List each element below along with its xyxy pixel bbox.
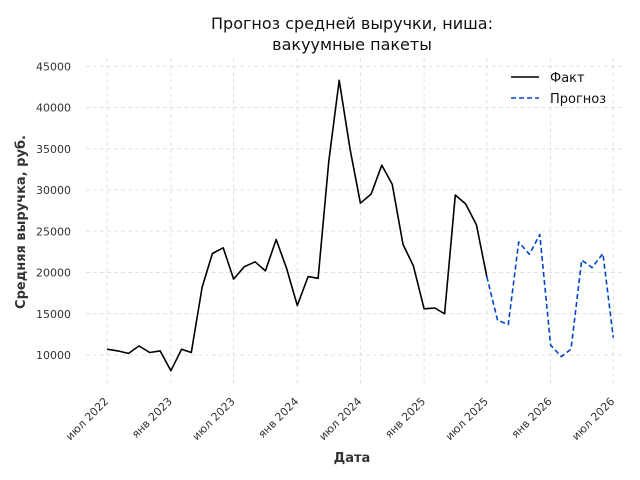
- y-tick-label: 10000: [36, 349, 71, 362]
- x-tick-label: июл 2024: [316, 395, 364, 443]
- x-tick-label: янв 2025: [382, 395, 428, 441]
- x-tick-label: янв 2026: [509, 395, 555, 441]
- x-tick-label: янв 2023: [129, 395, 175, 441]
- x-axis-ticks: июл 2022 янв 2023 июл 2023 янв 2024 июл 2024…: [63, 395, 617, 443]
- x-tick-label: янв 2024: [256, 395, 302, 441]
- y-tick-label: 15000: [36, 308, 71, 321]
- x-tick-label: июл 2026: [569, 395, 617, 443]
- y-tick-label: 25000: [36, 225, 71, 238]
- legend-label-fact: Факт: [550, 71, 585, 86]
- x-tick-label: июл 2023: [190, 395, 238, 443]
- chart-title-line-2: вакуумные пакеты: [272, 35, 432, 54]
- y-tick-label: 45000: [36, 60, 71, 73]
- y-tick-label: 20000: [36, 267, 71, 280]
- y-tick-label: 40000: [36, 102, 71, 115]
- y-tick-label: 35000: [36, 143, 71, 156]
- x-tick-label: июл 2022: [63, 395, 111, 443]
- y-tick-label: 30000: [36, 184, 71, 197]
- series: [106, 79, 615, 372]
- chart-title-line-1: Прогноз средней выручки, ниша:: [211, 14, 493, 33]
- series-line-forecast: [486, 233, 615, 358]
- series-line-fact: [106, 79, 488, 372]
- x-tick-label: июл 2025: [443, 395, 491, 443]
- grid: [86, 58, 624, 388]
- x-axis-label: Дата: [334, 451, 371, 466]
- y-axis-label: Средняя выручка, руб.: [14, 135, 29, 309]
- legend: Факт Прогноз: [511, 71, 606, 107]
- y-axis-ticks: 10000 15000 20000 25000 30000 35000 40000 45000: [36, 60, 71, 362]
- legend-label-forecast: Прогноз: [550, 92, 606, 107]
